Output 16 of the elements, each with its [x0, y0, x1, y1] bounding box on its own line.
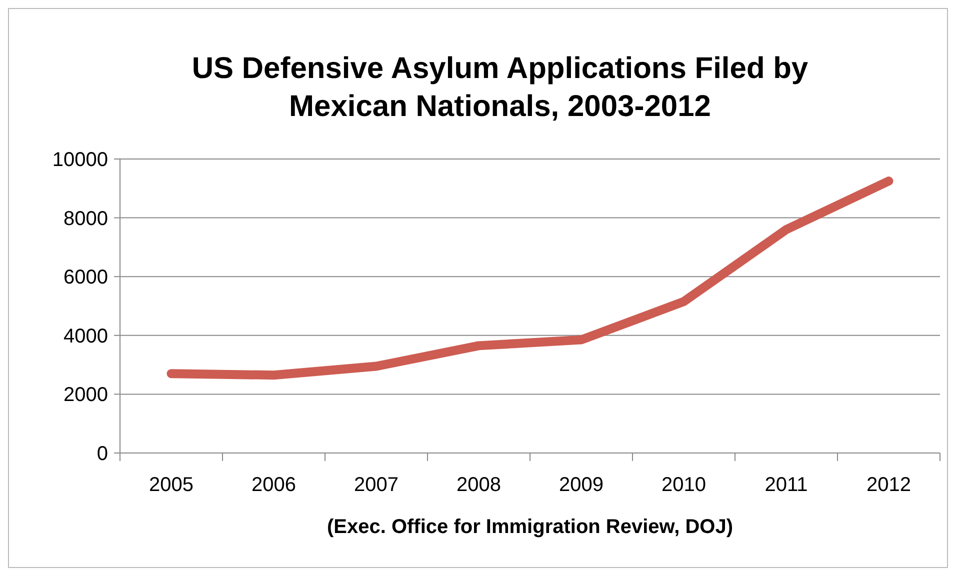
y-tick-label: 8000 [64, 208, 108, 230]
x-tick-label: 2010 [662, 474, 706, 496]
x-tick-label: 2005 [149, 474, 194, 496]
chart-title: US Defensive Asylum Applications Filed by Mexican Nationals, 2003-2012 [192, 52, 808, 123]
x-tick-label: 2011 [764, 474, 808, 496]
y-tick-label: 10000 [52, 149, 108, 171]
x-tick-label: 2009 [559, 474, 604, 496]
y-tick-label: 4000 [64, 325, 108, 348]
x-tick-label: 2007 [354, 474, 398, 496]
x-tick-label: 2008 [456, 474, 501, 496]
y-tick-label: 6000 [64, 266, 108, 289]
x-axis-title: (Exec. Office for Immigration Review, DOJ) [326, 516, 734, 538]
x-tick-label: 2006 [252, 474, 296, 496]
y-tick-label: 0 [96, 443, 108, 465]
y-tick-label: 2000 [64, 384, 108, 406]
x-tick-label: 2012 [866, 474, 911, 496]
